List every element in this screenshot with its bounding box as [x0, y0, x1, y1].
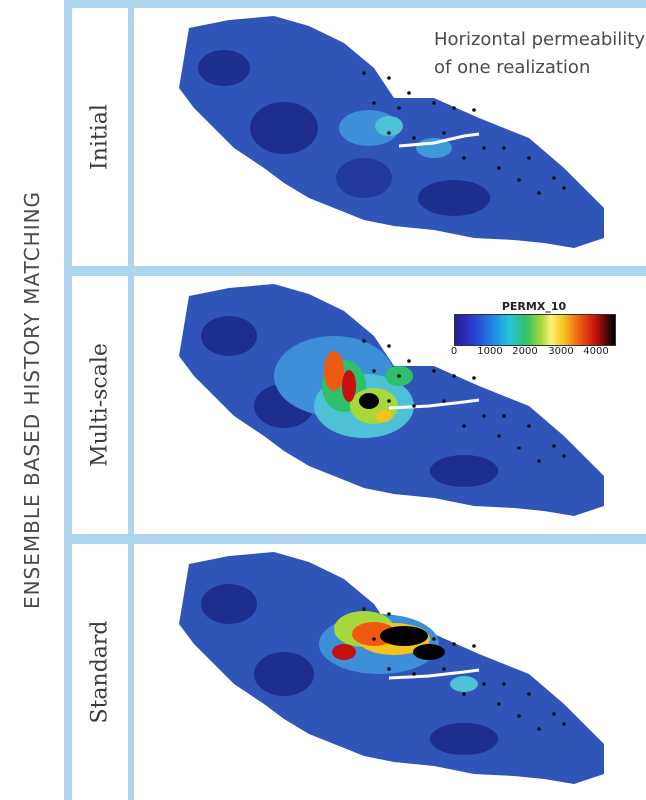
fault-line — [398, 132, 480, 148]
fault-line — [388, 398, 480, 410]
colorbar-tick: 2000 — [512, 346, 538, 357]
outer-title: ENSEMBLE BASED HISTORY MATCHING — [20, 190, 44, 610]
colorbar-tick: 1000 — [477, 346, 503, 357]
row-label-multiscale: Multi-scale — [87, 343, 113, 467]
row-multiscale: Multi-scale — [72, 276, 646, 534]
annotation: Horizontal permeability of one realizati… — [434, 26, 646, 82]
reservoir-map-multiscale — [179, 284, 604, 516]
reservoir-map-initial — [179, 16, 604, 248]
colorbar-tick: 4000 — [583, 346, 609, 357]
wells — [362, 607, 566, 731]
row-label-initial: Initial — [87, 104, 113, 170]
row-standard: Standard — [72, 544, 646, 800]
row-label-bar: Initial — [72, 8, 128, 266]
annotation-line-1: Horizontal permeability — [434, 29, 645, 50]
colorbar-title: PERMX_10 — [501, 300, 567, 313]
row-label-standard: Standard — [87, 620, 113, 724]
row-label-bar: Multi-scale — [72, 276, 128, 534]
reservoir-map-standard — [179, 552, 604, 784]
fault-line — [388, 668, 480, 680]
wells — [362, 339, 566, 463]
colorbar-tick: 0 — [450, 346, 458, 357]
colorbar-ticks: 0 1000 2000 3000 4000 — [450, 346, 616, 362]
panel-standard — [134, 544, 646, 800]
panel-multiscale: PERMX_10 0 1000 2000 3000 4000 — [134, 276, 646, 534]
annotation-line-2: of one realization — [434, 57, 591, 78]
colorbar — [454, 314, 616, 346]
outer-label-bar: ENSEMBLE BASED HISTORY MATCHING — [0, 0, 64, 800]
wells — [362, 71, 566, 195]
row-label-bar: Standard — [72, 544, 128, 800]
colorbar-tick: 3000 — [548, 346, 574, 357]
panel-initial: Horizontal permeability of one realizati… — [134, 8, 646, 266]
row-initial: Initial Horizontal permeability — [72, 8, 646, 266]
